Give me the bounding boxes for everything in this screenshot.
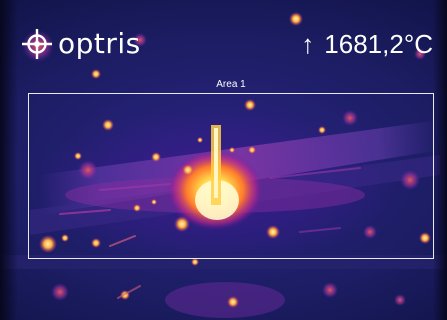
frame-edge-left <box>0 0 18 320</box>
lower-glow <box>165 282 285 318</box>
area-label: Area 1 <box>216 79 246 90</box>
logo-text: optris <box>58 27 141 60</box>
sparks <box>39 12 431 308</box>
frame-edge-right <box>433 0 447 320</box>
optris-mark-icon <box>22 29 52 59</box>
measurement-area-box[interactable]: Area 1 <box>28 79 434 259</box>
spark-streaks <box>59 167 361 299</box>
up-arrow-icon: ↑ <box>301 29 315 59</box>
hot-core-column-center <box>214 128 218 198</box>
max-temperature-value: 1681,2°C <box>324 29 433 59</box>
max-temperature-readout: ↑ 1681,2°C <box>301 28 433 60</box>
optris-logo: optris <box>20 26 141 62</box>
